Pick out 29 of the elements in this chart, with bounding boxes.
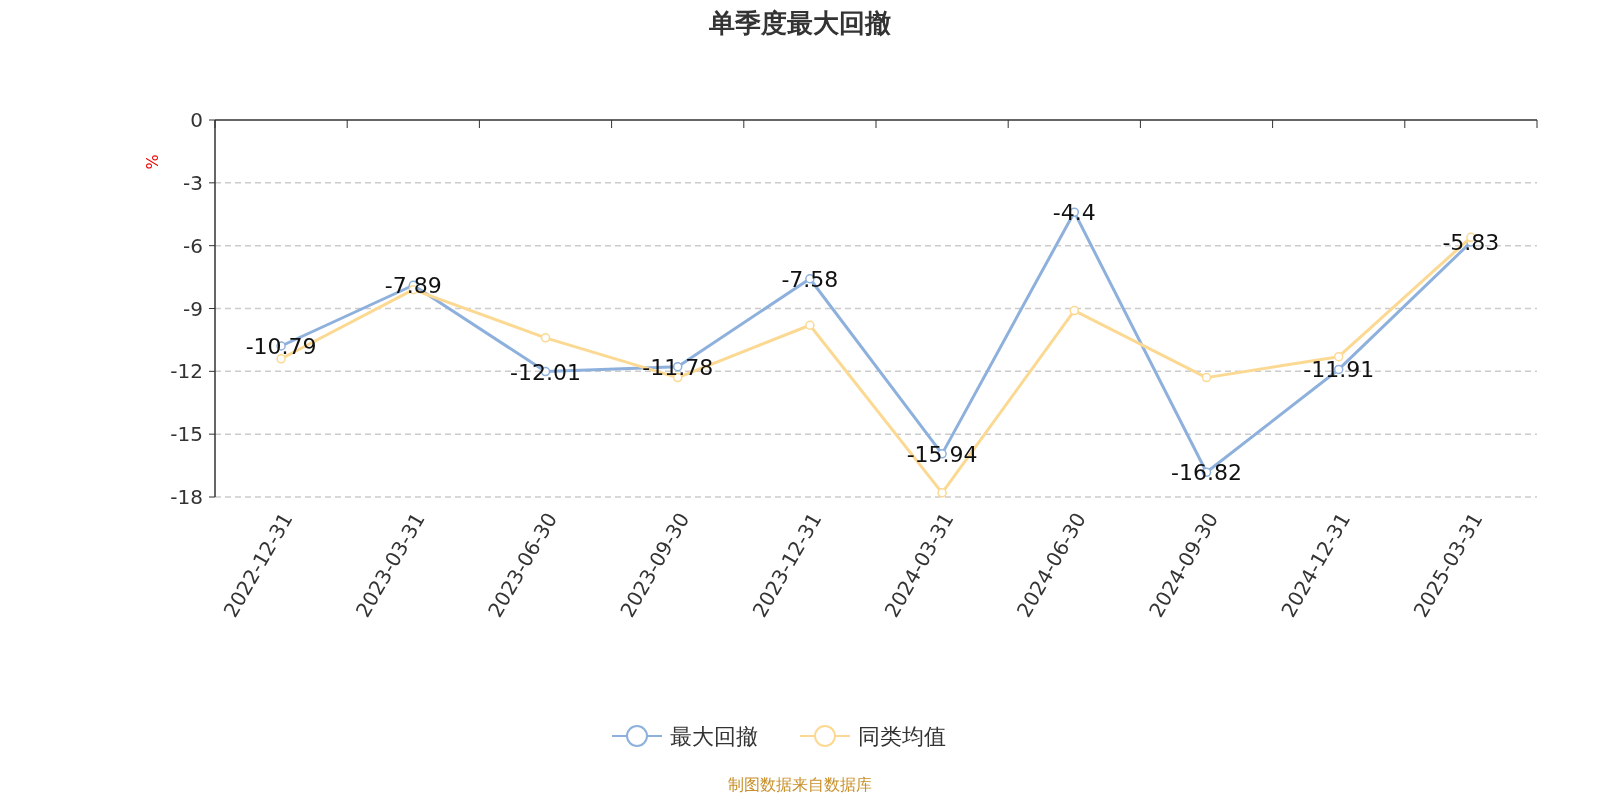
point — [1069, 305, 1080, 316]
point — [805, 320, 815, 331]
data-label: -4.4 — [1052, 200, 1096, 226]
data-label: -16.82 — [1171, 460, 1242, 486]
data-label: -7.58 — [781, 266, 839, 292]
data-label: -12.01 — [510, 359, 581, 385]
legend-label: 最大回撤 — [670, 724, 758, 749]
data-label: -11.78 — [642, 354, 714, 380]
point — [937, 488, 947, 498]
y-tick-label: -18 — [170, 485, 203, 509]
y-tick-label: -12 — [170, 359, 203, 384]
point — [1333, 351, 1344, 362]
y-tick-label: -6 — [183, 233, 203, 258]
data-label: -7.89 — [384, 273, 442, 299]
data-label: -11.91 — [1303, 357, 1375, 383]
chart-title: 单季度最大回撤 — [708, 8, 891, 38]
legend-label: 同类均值 — [858, 724, 946, 749]
data-label: -10.79 — [245, 333, 317, 359]
point — [1201, 372, 1212, 383]
point — [276, 354, 286, 364]
y-tick-label: -3 — [183, 170, 203, 195]
y-tick-label: -15 — [170, 422, 203, 447]
text: 制图数据来自数据库 — [728, 775, 872, 794]
y-axis-title: % — [143, 154, 162, 170]
data-label: -15.94 — [906, 441, 978, 467]
y-tick-label: -9 — [183, 296, 203, 321]
y-tick-label: 0 — [190, 108, 203, 132]
point — [540, 333, 551, 343]
data-label: -5.83 — [1442, 230, 1500, 256]
